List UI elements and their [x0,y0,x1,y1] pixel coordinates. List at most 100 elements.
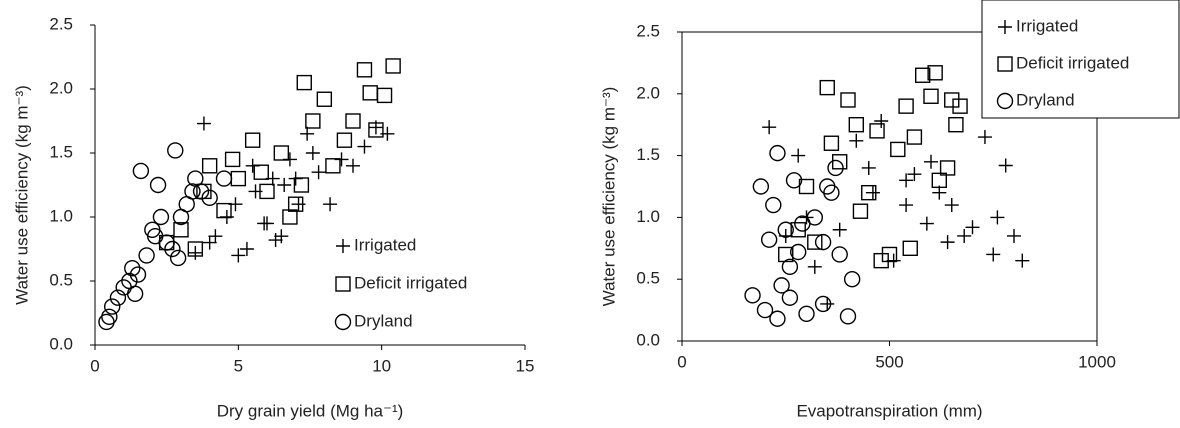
point [777,221,794,238]
point [881,246,898,263]
x-tick-label: 500 [875,352,903,371]
point [998,158,1013,173]
y-tick-label: 2.0 [636,83,660,102]
point [192,183,210,200]
point [201,189,218,207]
point [915,67,931,83]
point [129,266,147,283]
point [823,184,840,201]
point [886,253,901,268]
point [861,160,876,175]
point [752,178,770,195]
point [164,240,181,258]
point [899,173,914,188]
point [874,113,889,128]
point [781,258,799,276]
point [924,154,938,169]
point [927,65,943,81]
y-tick-label: 2.5 [49,14,73,33]
point [898,98,914,114]
point [291,197,306,212]
y-tick-label: 1.5 [49,142,73,161]
point [848,116,864,133]
point [167,142,184,159]
point [1007,228,1021,243]
point [169,249,187,267]
point [765,196,782,214]
point [869,123,885,139]
y-axis-title: Water use efficiency (kg m⁻³) [599,87,618,307]
point [798,178,815,195]
point [899,198,914,213]
point [791,148,806,163]
point [785,172,803,189]
point [311,165,326,180]
point [940,235,955,250]
y-tick-label: 0.0 [49,334,73,353]
y-tick-label: 0.5 [49,270,73,289]
y-tick-label: 0.5 [636,269,660,288]
y-tick-label: 0.0 [636,330,660,349]
point [790,222,806,238]
point [819,79,835,96]
point [773,277,790,294]
legend-label: Deficit irrigated [354,273,467,292]
point [124,260,141,277]
point [187,241,204,257]
point [126,285,144,302]
point [957,228,972,243]
point [873,252,889,269]
x-tick-label: 15 [516,356,535,375]
point [919,216,934,231]
point [132,162,150,180]
point [305,146,320,160]
point [103,298,121,315]
point [208,229,223,244]
point [831,246,848,263]
point [362,85,378,101]
point [323,197,338,212]
legend-marker [997,56,1013,72]
point [224,151,241,168]
point [832,154,848,170]
point [230,170,247,187]
legend-label: Dryland [1016,90,1075,109]
point [109,289,127,306]
legend-label: Irrigated [1016,16,1078,35]
point [215,170,233,187]
point [259,183,275,200]
point [336,132,353,148]
point [376,87,393,104]
legend-box [981,0,1180,119]
y-tick-label: 1.0 [636,207,660,226]
point [986,247,1001,262]
x-tick-label: 0 [677,352,686,371]
point [832,222,847,237]
point [965,220,980,235]
point [807,234,823,250]
point [840,92,856,108]
point [173,222,189,238]
point [368,122,384,138]
point [861,184,877,201]
point [939,160,956,176]
point [769,144,786,162]
point [385,58,401,74]
point [798,305,815,323]
point [778,246,794,263]
point [823,135,840,151]
point [807,259,822,274]
y-tick-label: 1.0 [49,206,73,225]
point [781,289,799,306]
point [300,126,315,141]
point [149,176,167,194]
point [356,62,373,78]
point [849,133,864,148]
point [820,296,835,311]
point [231,248,246,263]
point [196,116,211,131]
legend-marker [335,276,351,292]
point [865,185,880,200]
point [158,234,175,251]
